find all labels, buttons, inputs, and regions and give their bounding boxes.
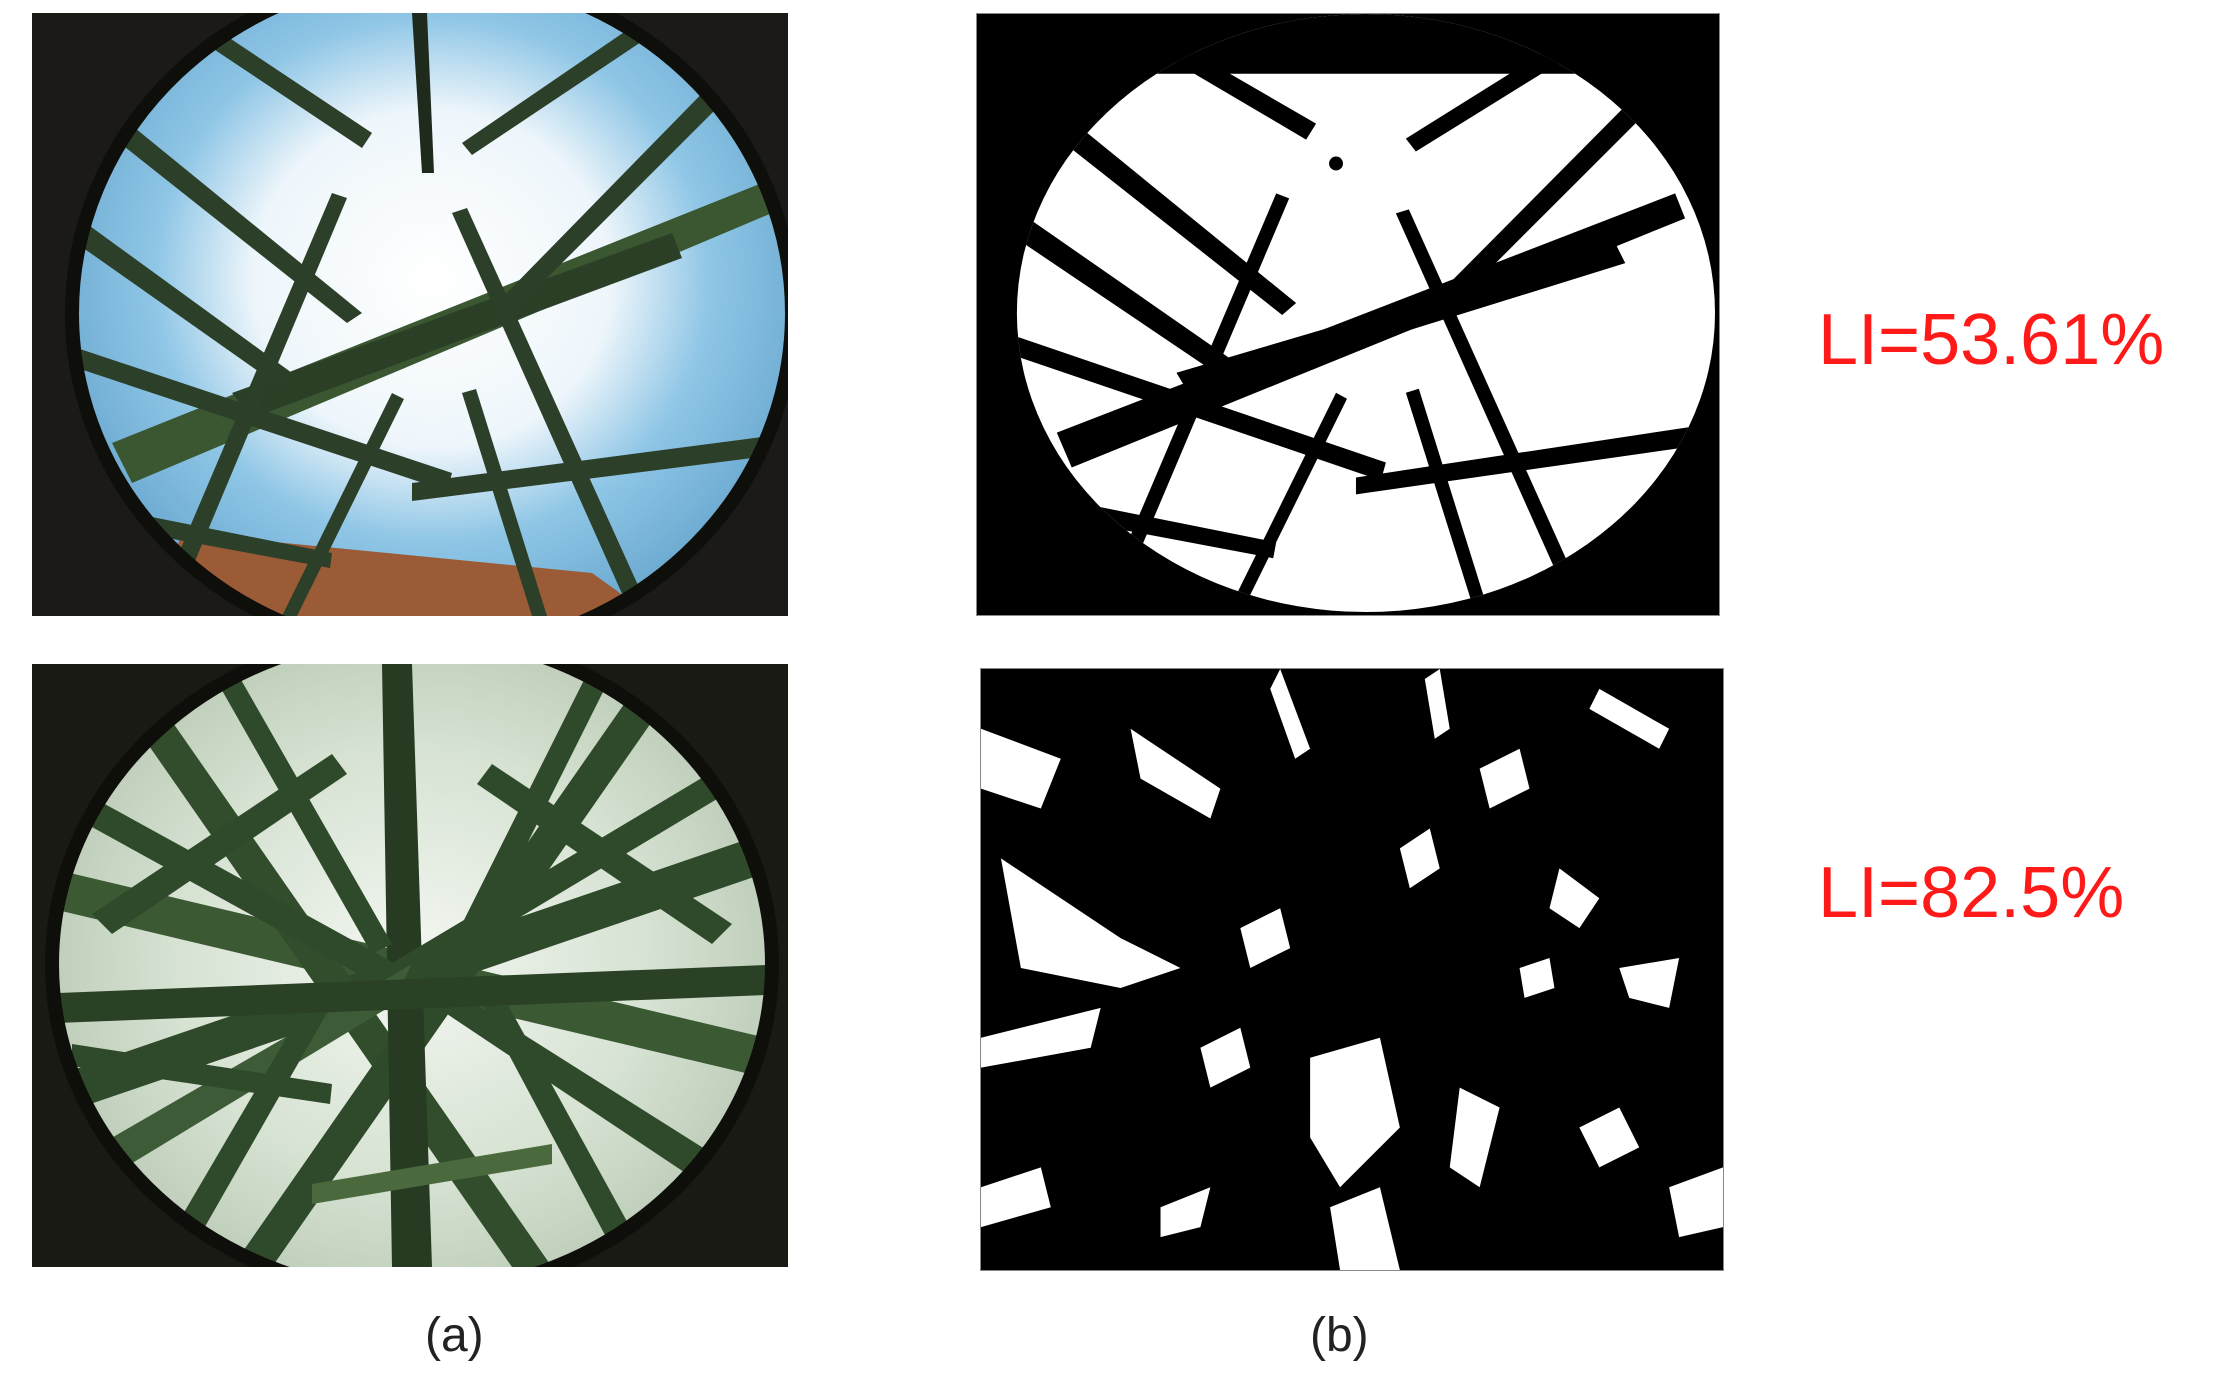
li-value-row-2: LI=82.5%	[1818, 853, 2125, 933]
binary-mask-sparse-canopy	[976, 13, 1720, 616]
li-value-row-1: LI=53.61%	[1818, 300, 2165, 380]
caption-b: (b)	[1310, 1309, 1369, 1362]
fisheye-photo-dense-canopy	[32, 664, 788, 1267]
caption-a: (a)	[425, 1309, 484, 1362]
binary-mask-dense-canopy	[980, 668, 1724, 1271]
fisheye-photo-sparse-canopy	[32, 13, 788, 616]
